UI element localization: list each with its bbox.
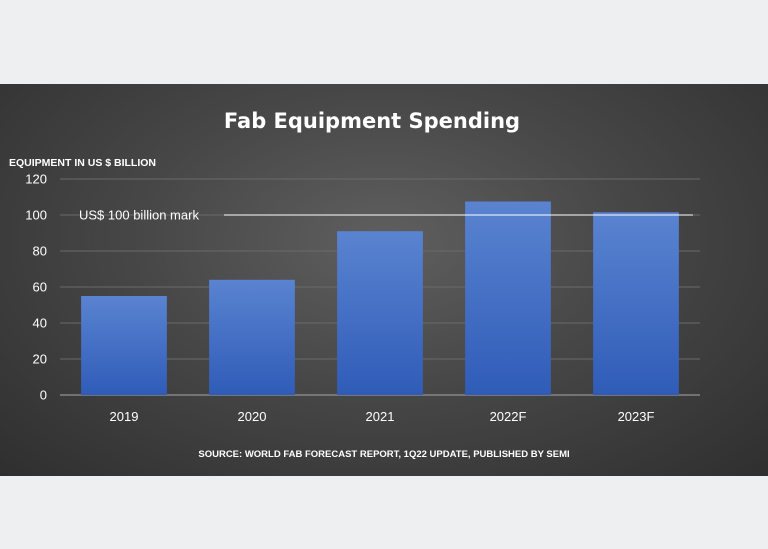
- bars: [81, 201, 679, 395]
- y-tick-label: 100: [25, 208, 47, 223]
- y-tick-label: 0: [40, 388, 47, 403]
- x-tick-label: 2023F: [618, 409, 655, 424]
- chart-svg: Fab Equipment Spending EQUIPMENT IN US $…: [9, 109, 700, 460]
- x-tick-label: 2021: [366, 409, 395, 424]
- x-tick-label: 2020: [238, 409, 267, 424]
- x-tick-label: 2019: [110, 409, 139, 424]
- y-tick-label: 20: [33, 352, 47, 367]
- y-tick-label: 80: [33, 244, 47, 259]
- x-tick-label: 2022F: [490, 409, 527, 424]
- y-tick-labels: 0 20 40 60 80 100 120: [25, 172, 47, 403]
- y-tick-label: 40: [33, 316, 47, 331]
- bar-2023F: [593, 212, 679, 395]
- chart-panel: Fab Equipment Spending EQUIPMENT IN US $…: [0, 84, 768, 476]
- bar-2022F: [465, 201, 551, 395]
- reference-line-label: US$ 100 billion mark: [79, 208, 199, 223]
- bar-2019: [81, 296, 167, 395]
- source-note: SOURCE: WORLD FAB FORECAST REPORT, 1Q22 …: [198, 449, 569, 460]
- y-tick-label: 60: [33, 280, 47, 295]
- bar-2020: [209, 279, 295, 395]
- y-axis-label: EQUIPMENT IN US $ BILLION: [9, 157, 156, 169]
- y-tick-label: 120: [25, 172, 47, 187]
- x-tick-labels: 2019 2020 2021 2022F 2023F: [110, 409, 655, 424]
- chart-title: Fab Equipment Spending: [224, 109, 520, 133]
- bar-2021: [337, 231, 423, 395]
